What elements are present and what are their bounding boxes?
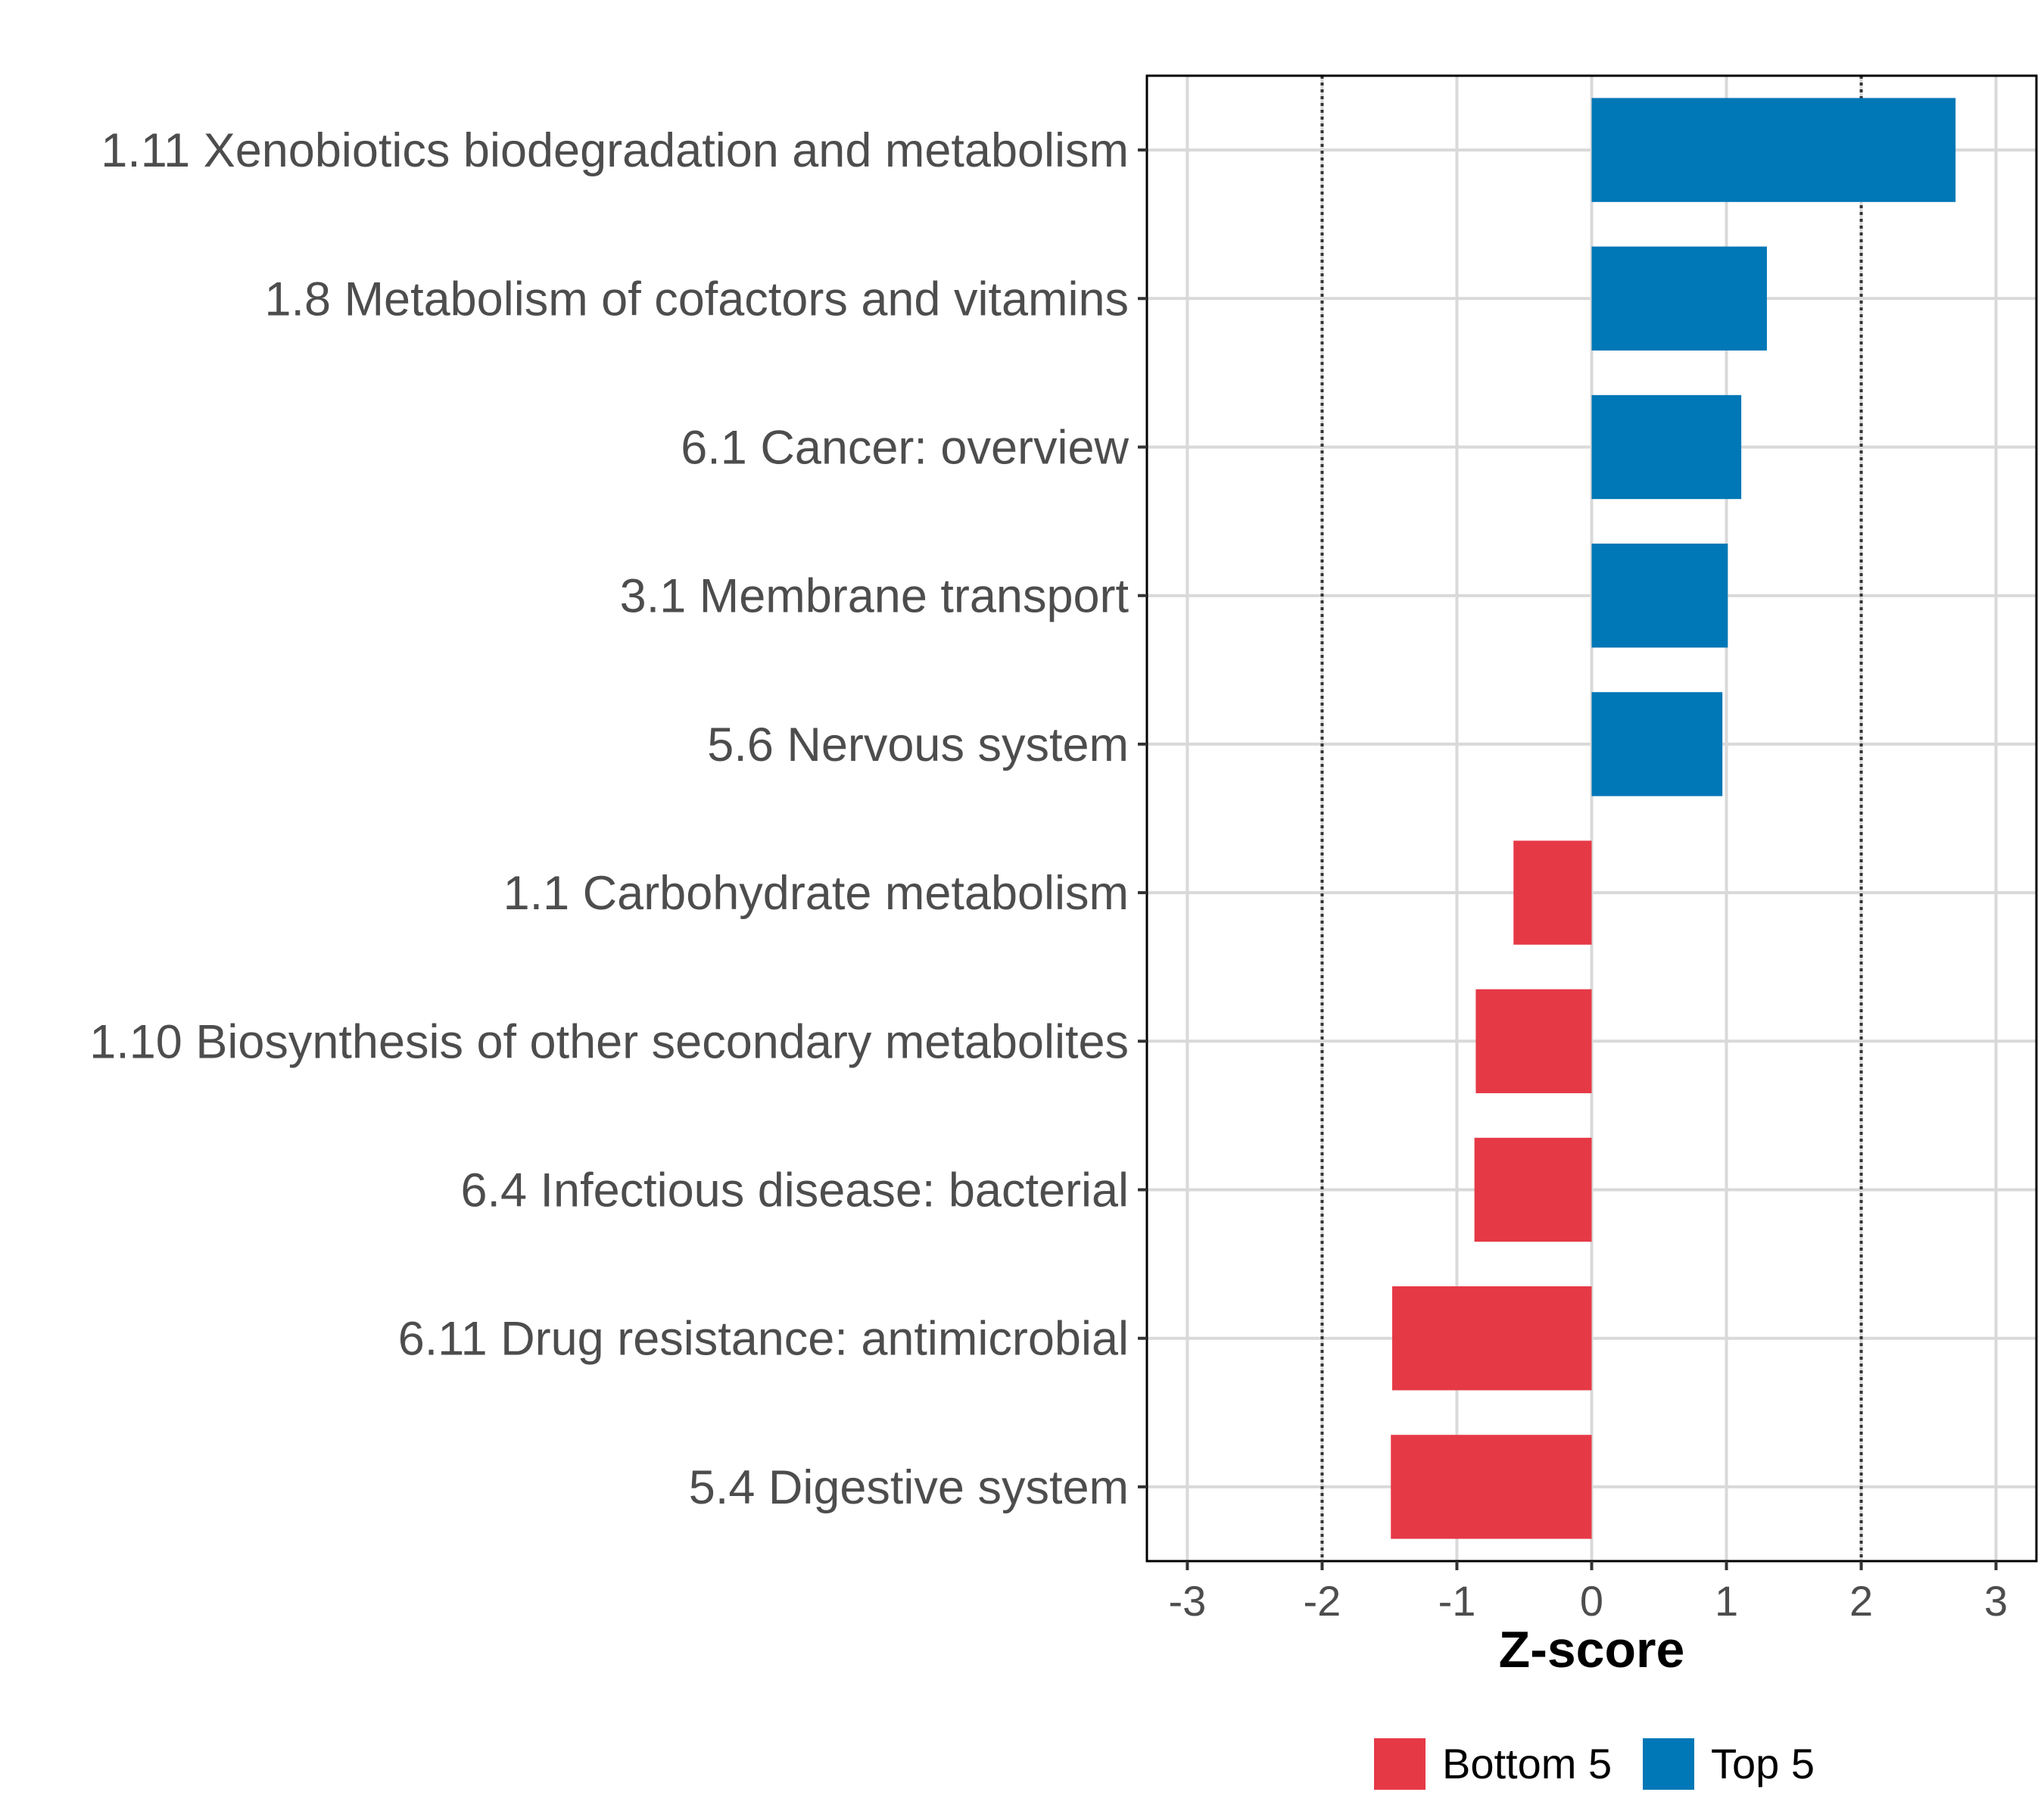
category-label: 5.6 Nervous system [707,718,1129,771]
bar [1475,989,1592,1093]
bar [1513,840,1592,945]
reference-lines [1320,76,1863,1561]
category-label: 6.4 Infectious disease: bacterial [460,1164,1129,1217]
x-tick-label: 0 [1580,1577,1603,1625]
category-label: 6.11 Drug resistance: antimicrobial [398,1313,1129,1366]
bar [1591,394,1742,500]
x-axis: -3 -2 -1 0 1 2 3 [1169,1561,2008,1625]
legend-label: Bottom 5 [1442,1740,1612,1787]
y-axis: 1.11 Xenobiotics biodegradation and meta… [89,124,1147,1514]
legend-swatch [1643,1738,1694,1790]
category-label: 1.11 Xenobiotics biodegradation and meta… [101,124,1129,177]
legend: Bottom 5 Top 5 [1374,1738,1815,1790]
category-label: 3.1 Membrane transport [620,570,1129,623]
category-label: 1.10 Biosynthesis of other secondary met… [89,1015,1129,1068]
bar [1591,544,1728,648]
x-tick-label: -1 [1438,1577,1476,1625]
bar [1591,246,1767,351]
legend-label: Top 5 [1711,1740,1815,1787]
x-tick-label: 2 [1849,1577,1873,1625]
legend-swatch [1374,1738,1426,1790]
x-axis-title: Z-score [1499,1621,1685,1678]
x-tick-label: 1 [1715,1577,1738,1625]
category-label: 5.4 Digestive system [689,1461,1129,1514]
x-tick-label: -2 [1304,1577,1341,1625]
category-label: 1.1 Carbohydrate metabolism [503,867,1129,920]
bar [1474,1137,1592,1242]
x-tick-label: 3 [1984,1577,2008,1625]
bar [1591,98,1956,202]
x-tick-label: -3 [1169,1577,1207,1625]
bar [1391,1435,1592,1539]
bar [1591,692,1723,796]
category-label: 6.1 Cancer: overview [681,422,1129,475]
bars [1391,98,1956,1539]
bar [1392,1286,1592,1391]
category-label: 1.8 Metabolism of cofactors and vitamins [264,273,1129,326]
